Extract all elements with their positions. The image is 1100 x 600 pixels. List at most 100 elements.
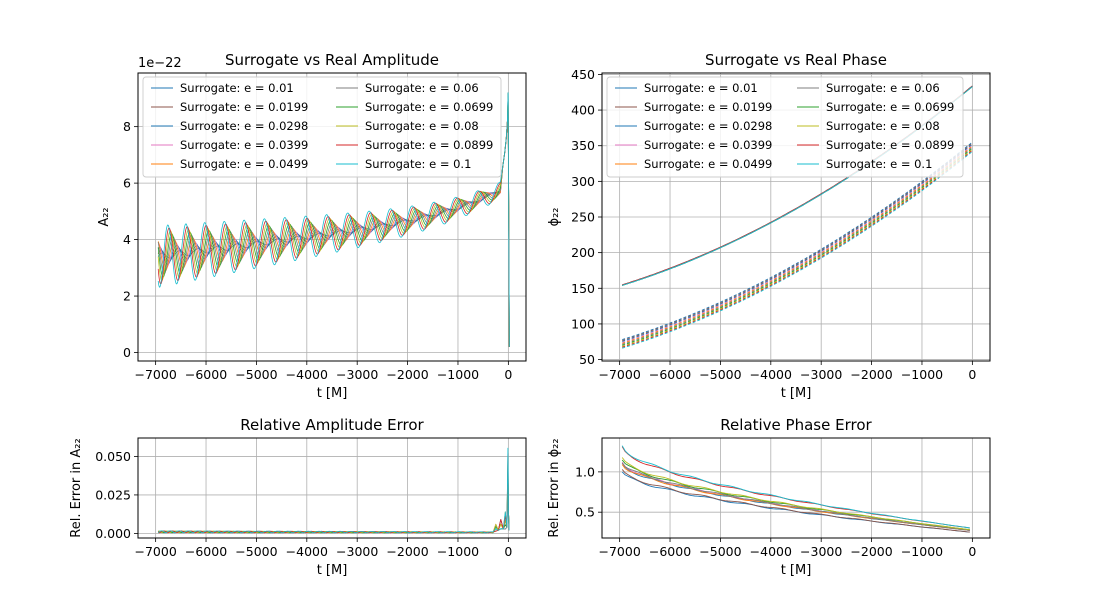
amplitude-series-group (157, 92, 510, 347)
amplitude-error-line (157, 453, 510, 534)
amplitude-error-line (158, 458, 510, 534)
legend-label: Surrogate: e = 0.0499 (644, 157, 772, 171)
x-tick-label: −6000 (649, 367, 691, 382)
axes-frame (601, 437, 991, 539)
legend-label: Surrogate: e = 0.0899 (826, 138, 954, 152)
phase-real-dashed-line (622, 147, 973, 346)
x-tick-label: −4000 (750, 544, 792, 559)
legend: Surrogate: e = 0.01 Surrogate: e = 0.0199… (142, 76, 502, 178)
amplitude-error-line (157, 447, 510, 534)
legend-label: Surrogate: e = 0.0499 (180, 157, 308, 171)
x-axis-label: t [M] (317, 386, 348, 401)
amplitude-error-panel: −7000 −6000 −5000 −4000 −3000 −2000 −1000 0 0.00… (69, 416, 527, 578)
legend-label: Surrogate: e = 0.0899 (365, 138, 493, 152)
y-tick-label: 0.000 (95, 526, 131, 541)
legend-label: Surrogate: e = 0.0699 (826, 100, 954, 114)
y-tick-label: 100 (571, 316, 595, 331)
y-tick-label: 8 (123, 119, 131, 134)
phase-real-dashed-line (622, 141, 973, 341)
amplitude-error-line (158, 491, 510, 534)
x-tick-label: −1000 (901, 544, 943, 559)
phase-real-dashed-line (622, 146, 973, 345)
legend-label: Surrogate: e = 0.0399 (644, 138, 772, 152)
legend-box (606, 76, 964, 178)
phase-real-dashed-line (622, 143, 973, 342)
x-tick-label: −4000 (286, 367, 328, 382)
phase-error-series-group (621, 445, 970, 533)
x-tick-label: −2000 (386, 367, 428, 382)
x-tick-label: −4000 (286, 544, 328, 559)
x-tick-label: −5000 (235, 544, 277, 559)
legend-label: Surrogate: e = 0.0298 (644, 119, 772, 133)
phase-real-dashed-line (622, 149, 973, 347)
y-tick-label: 0.050 (95, 449, 131, 464)
x-tick-label: −7000 (598, 367, 640, 382)
y-tick-label: 450 (571, 67, 595, 82)
legend-label: Surrogate: e = 0.08 (826, 119, 940, 133)
y-tick-label: 0 (123, 345, 131, 360)
phase-real-dashed-line (622, 142, 973, 342)
x-tick-label: −7000 (598, 544, 640, 559)
legend-box (142, 76, 502, 178)
y-axis-label: ϕ₂₂ (547, 208, 562, 227)
legend-label: Surrogate: e = 0.0199 (644, 100, 772, 114)
axis-offset-text: 1e−22 (138, 56, 182, 71)
y-tick-label: 50 (579, 352, 595, 367)
amplitude-error-line (158, 485, 510, 534)
x-tick-label: −1000 (437, 367, 479, 382)
x-tick-label: −3000 (800, 544, 842, 559)
legend-label: Surrogate: e = 0.01 (180, 81, 294, 95)
x-axis-label: t [M] (781, 563, 812, 578)
y-tick-label: 0.025 (95, 487, 131, 502)
x-tick-label: −6000 (185, 544, 227, 559)
amplitude-error-line (158, 496, 510, 534)
amplitude-panel: −7000 −6000 −5000 −4000 −3000 −2000 −1000 0 0 2 4 6… (97, 51, 527, 401)
phase-panel: −7000 −6000 −5000 −4000 −3000 −2000 −1000 0 50 10… (547, 51, 991, 401)
x-tick-label: −2000 (850, 544, 892, 559)
x-tick-label: −7000 (134, 367, 176, 382)
phase-error-panel: −7000 −6000 −5000 −4000 −3000 −2000 −1000 0 0.5 1… (547, 416, 991, 578)
y-tick-label: 1.0 (575, 464, 595, 479)
x-tick-label: −5000 (699, 544, 741, 559)
amplitude-error-line (158, 480, 510, 534)
legend-label: Surrogate: e = 0.0298 (180, 119, 308, 133)
x-tick-label: −2000 (386, 544, 428, 559)
amplitude-series-line (157, 98, 510, 347)
phase-real-dashed-line (622, 144, 973, 343)
y-tick-label: 2 (123, 289, 131, 304)
panel-title: Relative Phase Error (720, 416, 872, 434)
legend-label: Surrogate: e = 0.1 (365, 157, 471, 171)
phase-error-line (621, 446, 970, 529)
amplitude-error-line (157, 469, 510, 534)
y-tick-label: 250 (571, 210, 595, 225)
phase-error-line (621, 462, 970, 531)
panel-title: Surrogate vs Real Amplitude (225, 51, 439, 69)
phase-error-line (621, 457, 970, 531)
phase-error-line (621, 459, 970, 531)
axes-frame (137, 72, 527, 362)
x-tick-label: 0 (504, 367, 512, 382)
x-tick-label: −7000 (134, 544, 176, 559)
x-tick-label: −3000 (336, 544, 378, 559)
y-axis-label: A₂₂ (97, 207, 112, 226)
legend-label: Surrogate: e = 0.0399 (180, 138, 308, 152)
phase-error-line (621, 445, 970, 529)
y-tick-label: 350 (571, 138, 595, 153)
phase-real-dashed-line (622, 150, 973, 348)
x-tick-label: −1000 (901, 367, 943, 382)
legend-label: Surrogate: e = 0.0199 (180, 100, 308, 114)
legend-label: Surrogate: e = 0.06 (826, 81, 940, 95)
y-tick-label: 6 (123, 176, 131, 191)
phase-real-dashed-line (622, 145, 973, 344)
x-tick-label: 0 (504, 544, 512, 559)
x-tick-label: −3000 (336, 367, 378, 382)
phase-error-line (621, 469, 970, 533)
x-tick-label: −6000 (185, 367, 227, 382)
x-axis-label: t [M] (317, 563, 348, 578)
x-tick-label: 0 (968, 544, 976, 559)
legend-label: Surrogate: e = 0.01 (644, 81, 758, 95)
amplitude-error-line (158, 464, 510, 534)
panel-title: Surrogate vs Real Phase (705, 51, 887, 69)
legend-label: Surrogate: e = 0.1 (826, 157, 932, 171)
